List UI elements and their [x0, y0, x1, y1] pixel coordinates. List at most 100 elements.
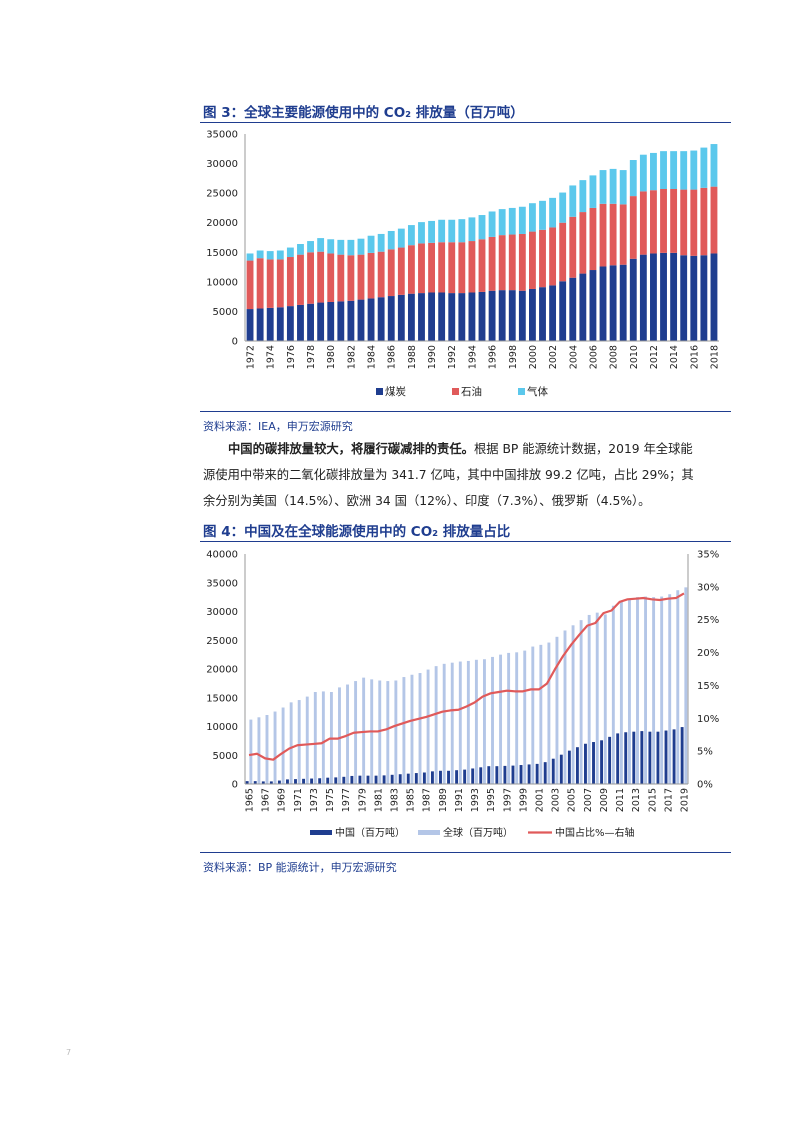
bar-china — [648, 731, 652, 784]
bar-oil — [478, 239, 486, 292]
bar-oil — [256, 258, 264, 309]
right-y-tick-label: 5% — [697, 747, 713, 758]
bar-china — [422, 772, 426, 784]
bar-china — [471, 768, 475, 784]
bar-china — [447, 770, 450, 784]
bar-world — [684, 587, 688, 784]
bar-gas — [377, 233, 385, 252]
x-tick-label: 2006 — [588, 345, 599, 369]
bar-china — [575, 747, 579, 784]
paragraph-line-3: 余分别为美国（14.5%）、欧洲 34 国（12%）、印度（7.3%）、俄罗斯（… — [203, 494, 651, 508]
bar-china — [640, 731, 644, 784]
bar-world — [627, 598, 631, 784]
bar-china — [567, 750, 571, 784]
bar-china — [624, 732, 628, 784]
y-tick-label: 35000 — [206, 130, 238, 141]
x-tick-label: 2010 — [629, 345, 640, 369]
bar-world — [434, 666, 438, 784]
x-tick-label: 1987 — [422, 788, 433, 812]
legend-label: 煤炭 — [385, 385, 406, 398]
figure-3-title: 图 3：全球主要能源使用中的 CO₂ 排放量（百万吨） — [203, 105, 524, 121]
bar-world — [579, 620, 583, 785]
figure-3-top-rule — [200, 122, 731, 123]
bar-oil — [387, 249, 395, 297]
bar-gas — [690, 150, 698, 190]
bar-oil — [518, 233, 526, 291]
bar-world — [636, 597, 639, 785]
x-tick-label: 1972 — [246, 345, 257, 369]
x-tick-label: 1993 — [470, 788, 481, 812]
bar-world — [378, 680, 382, 784]
figure-4-title: 图 4：中国及在全球能源使用中的 CO₂ 排放量占比 — [203, 524, 511, 540]
x-tick-label: 2008 — [609, 345, 620, 369]
bar-china — [318, 778, 322, 784]
figure-3-svg: 0 5000 10000 15000 20000 25000 30000 35000 1972 1… — [206, 130, 720, 399]
bar-china — [326, 777, 330, 784]
bar-oil — [609, 203, 617, 266]
bar-china — [584, 743, 587, 784]
bar-coal — [599, 266, 607, 341]
bar-world — [603, 614, 607, 785]
x-tick-label: 1991 — [454, 788, 465, 812]
x-tick-label: 1971 — [293, 788, 304, 812]
bar-gas — [539, 200, 546, 230]
bar-world — [386, 681, 390, 784]
left-y-tick-label: 40000 — [206, 550, 238, 561]
x-tick-label: 1965 — [245, 788, 256, 812]
body-paragraph: 中国的碳排放量较大，将履行碳减排的责任。根据 BP 能源统计数据，2019 年全… — [203, 436, 733, 514]
paragraph-lead: 中国的碳排放量较大，将履行碳减排的责任。 — [228, 442, 474, 456]
bar-oil — [377, 251, 385, 298]
bar-oil — [327, 253, 335, 302]
left-y-tick-label: 20000 — [206, 665, 238, 676]
bar-oil — [407, 245, 415, 294]
bar-coal — [629, 258, 637, 341]
x-tick-label: 1989 — [438, 788, 449, 812]
x-tick-label: 2016 — [689, 345, 700, 369]
bar-coal — [700, 255, 708, 341]
x-tick-label: 1999 — [518, 788, 529, 812]
bar-coal — [418, 293, 425, 341]
y-tick-label: 30000 — [206, 159, 238, 170]
x-tick-label: 1981 — [373, 788, 384, 812]
bar-coal — [357, 299, 365, 341]
x-tick-label: 2011 — [615, 788, 626, 812]
right-y-tick-label: 10% — [697, 714, 719, 725]
x-tick-label: 2015 — [647, 788, 658, 812]
bar-coal — [498, 290, 506, 341]
bar-china — [616, 733, 620, 784]
bar-gas — [639, 154, 647, 192]
bar-oil — [579, 212, 587, 274]
y-tick-label: 0 — [232, 337, 238, 348]
x-tick-label: 1986 — [387, 345, 398, 369]
bar-world — [297, 700, 301, 784]
bar-oil — [276, 259, 284, 308]
bar-world — [595, 612, 599, 784]
bar-gas — [307, 241, 314, 253]
bar-coal — [307, 303, 314, 341]
x-tick-label: 1973 — [309, 788, 320, 812]
x-tick-label: 2003 — [551, 788, 562, 812]
bar-world — [442, 663, 446, 784]
bar-coal — [327, 301, 335, 341]
bar-world — [668, 594, 672, 784]
bar-oil — [569, 216, 577, 278]
bar-gas — [498, 209, 506, 236]
bar-china — [463, 769, 467, 785]
bar-oil — [599, 203, 607, 267]
legend-label: 气体 — [527, 385, 548, 398]
bar-china — [358, 775, 362, 784]
right-y-tick-label: 25% — [697, 615, 719, 626]
bar-gas — [438, 219, 446, 243]
bar-coal — [468, 292, 476, 341]
bar-china — [495, 766, 499, 784]
bar-china — [269, 781, 273, 784]
x-tick-label: 2005 — [567, 788, 578, 812]
bar-china — [543, 762, 547, 784]
bar-coal — [518, 290, 526, 341]
bar-oil — [660, 189, 667, 253]
bar-oil — [307, 252, 314, 304]
bar-china — [479, 767, 483, 784]
bar-coal — [569, 277, 577, 341]
bar-oil — [246, 260, 254, 310]
bar-world — [321, 691, 325, 784]
